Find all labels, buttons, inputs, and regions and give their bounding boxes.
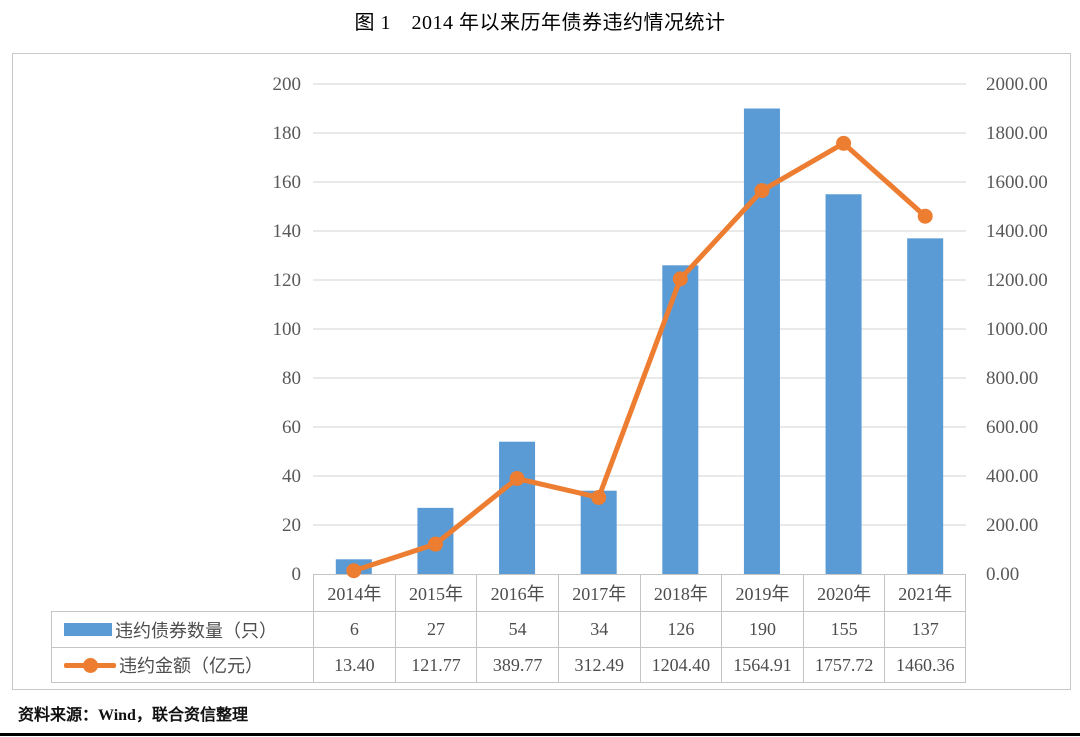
left-axis-tick: 200 xyxy=(273,74,302,95)
value-cell-2018年-row1: 126 xyxy=(639,611,722,647)
right-axis-tick: 1200.00 xyxy=(986,270,1048,291)
legend-cell-row1: 违约债券数量（只） xyxy=(51,611,313,647)
line-series xyxy=(351,140,928,574)
table-corner-blank xyxy=(51,574,313,611)
value-cell-2016年-row1: 54 xyxy=(476,611,558,647)
year-cell-2019年: 2019年 xyxy=(721,574,803,611)
value-cell-2017年-row1: 34 xyxy=(557,611,640,647)
line-marker-2018年 xyxy=(672,271,688,287)
year-cell-2021年: 2021年 xyxy=(884,574,966,611)
bar-2021年 xyxy=(907,238,944,574)
right-axis-tick: 600.00 xyxy=(986,417,1038,438)
year-cell-2014年: 2014年 xyxy=(313,574,395,611)
right-axis-tick: 0.00 xyxy=(986,564,1019,585)
bar-legend-swatch xyxy=(64,623,112,636)
value-cell-2019年-row1: 190 xyxy=(721,611,803,647)
legend-label: 违约债券数量（只） xyxy=(115,620,277,641)
bar-2018年 xyxy=(662,265,699,574)
line-legend-swatch xyxy=(64,657,116,673)
chart-data-table: 2014年 2015年 2016年 2017年 2018年 2019年 2020年 2021年… xyxy=(51,574,966,683)
value-cell-2017年-row2: 312.49 xyxy=(557,647,640,683)
line-marker-2016年 xyxy=(509,471,525,487)
value-cell-2018年-row2: 1204.40 xyxy=(639,647,722,683)
value-cell-2016年-row2: 389.77 xyxy=(476,647,558,683)
figure-title: 图 1 2014 年以来历年债券违约情况统计 xyxy=(354,12,726,34)
right-axis-tick: 1800.00 xyxy=(986,123,1048,144)
line-marker-2019年 xyxy=(754,183,770,199)
bar-2014年 xyxy=(335,559,372,574)
line-marker-2015年 xyxy=(427,536,443,552)
left-axis-tick: 40 xyxy=(282,466,301,487)
year-cell-2018年: 2018年 xyxy=(639,574,722,611)
left-axis-tick: 180 xyxy=(273,123,302,144)
line-marker-2017年 xyxy=(591,489,607,505)
bar-2015年 xyxy=(417,507,454,574)
left-axis-tick: 20 xyxy=(282,515,301,536)
value-cell-2015年-row1: 27 xyxy=(394,611,477,647)
value-cell-2015年-row2: 121.77 xyxy=(394,647,477,683)
left-axis-tick: 140 xyxy=(273,221,302,242)
bar-2019年 xyxy=(743,108,780,574)
left-axis-tick: 160 xyxy=(273,172,302,193)
right-axis-tick: 1000.00 xyxy=(986,319,1048,340)
right-axis-tick: 200.00 xyxy=(986,515,1038,536)
value-cell-2014年-row2: 13.40 xyxy=(313,647,395,683)
figure-frame: 2014年 2015年 2016年 2017年 2018年 2019年 2020年 2021年… xyxy=(12,53,1071,690)
value-cell-2014年-row1: 6 xyxy=(313,611,395,647)
value-cell-2019年-row2: 1564.91 xyxy=(721,647,803,683)
value-cell-2020年-row2: 1757.72 xyxy=(802,647,885,683)
source-note: 资料来源：Wind，联合资信整理 xyxy=(18,707,248,724)
year-cell-2020年: 2020年 xyxy=(802,574,885,611)
value-cell-2021年-row2: 1460.36 xyxy=(884,647,966,683)
value-cell-2021年-row1: 137 xyxy=(884,611,966,647)
left-axis-tick: 100 xyxy=(273,319,302,340)
year-cell-2017年: 2017年 xyxy=(557,574,640,611)
year-cell-2016年: 2016年 xyxy=(476,574,558,611)
right-axis-tick: 400.00 xyxy=(986,466,1038,487)
legend-cell-row2: 违约金额（亿元） xyxy=(51,647,313,683)
line-swatch-dot xyxy=(83,657,98,673)
left-axis-tick: 120 xyxy=(273,270,302,291)
bar-2016年 xyxy=(499,441,536,574)
right-axis-tick: 2000.00 xyxy=(986,74,1048,95)
right-axis-tick: 800.00 xyxy=(986,368,1038,389)
year-cell-2015年: 2015年 xyxy=(394,574,477,611)
right-axis-tick: 1400.00 xyxy=(986,221,1048,242)
line-marker-2020年 xyxy=(836,135,852,151)
bar-2020年 xyxy=(825,194,862,574)
value-cell-2020年-row1: 155 xyxy=(802,611,885,647)
left-axis-tick: 80 xyxy=(282,368,301,389)
line-marker-2021年 xyxy=(917,208,933,224)
right-axis-tick: 1600.00 xyxy=(986,172,1048,193)
legend-label: 违约金额（亿元） xyxy=(119,656,263,676)
left-axis-tick: 60 xyxy=(282,417,301,438)
bar-2017年 xyxy=(580,490,617,574)
bottom-rule xyxy=(0,733,1080,736)
